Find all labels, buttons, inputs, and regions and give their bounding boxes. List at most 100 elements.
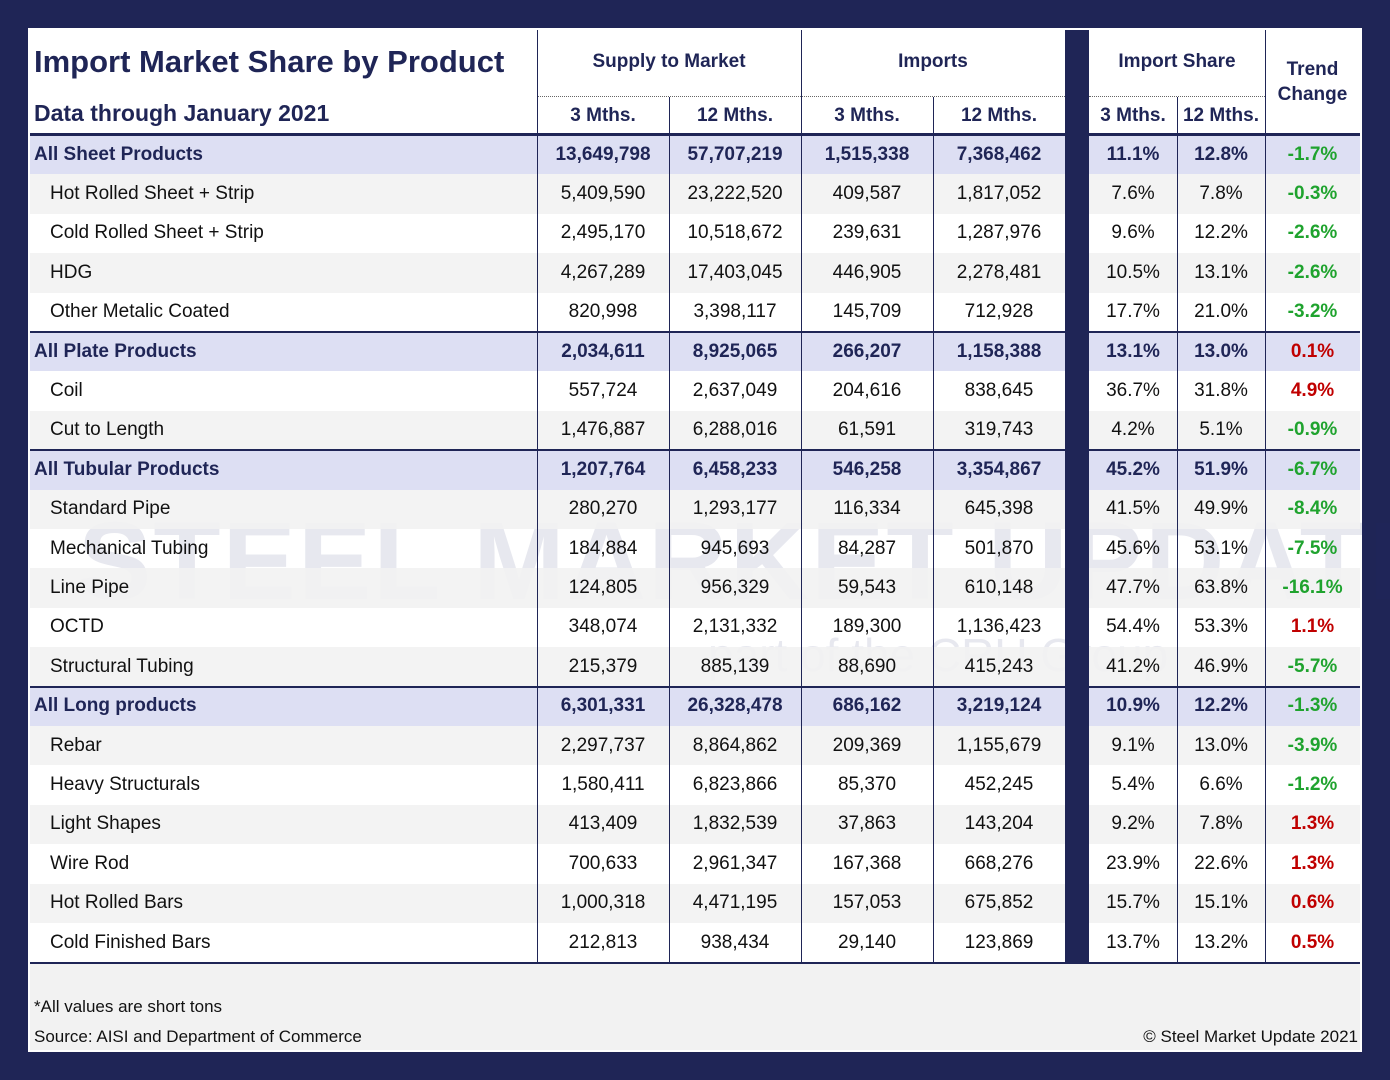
- cell: 1,476,887: [560, 419, 646, 441]
- cell: 885,139: [700, 655, 770, 677]
- cell: 116,334: [833, 498, 901, 520]
- cell: 2,637,049: [692, 380, 778, 402]
- cell: -0.3%: [1287, 183, 1338, 205]
- panel: STEEL MARKET UPDATE part of the CRU Grou…: [28, 28, 1390, 1052]
- cell: 9.2%: [1111, 813, 1155, 835]
- cell: 13.1%: [1106, 340, 1160, 362]
- cell: -2.6%: [1287, 222, 1338, 244]
- cell: 945,693: [700, 537, 770, 559]
- cell: 9.1%: [1111, 734, 1155, 756]
- row-bg: [30, 883, 1065, 923]
- row-bg: [1089, 647, 1360, 687]
- row-bg: [30, 726, 1065, 766]
- cell: 8,864,862: [692, 734, 778, 756]
- row-label: Other Metalic Coated: [50, 301, 230, 323]
- cell: -1.3%: [1287, 695, 1338, 717]
- gap-column: [1065, 30, 1089, 963]
- row-bg: [30, 410, 1065, 451]
- cell: 280,270: [568, 498, 638, 520]
- group-divider: [30, 331, 1360, 333]
- footer-note: *All values are short tons: [34, 997, 223, 1016]
- cell: 6,301,331: [560, 695, 646, 717]
- row-bg: [1089, 489, 1360, 529]
- cell: 1,817,052: [956, 183, 1042, 205]
- cell: 6,823,866: [692, 774, 778, 796]
- cell: 686,162: [832, 695, 902, 717]
- cell: 84,287: [837, 537, 897, 559]
- cell: 53.1%: [1194, 537, 1248, 559]
- cell: -8.4%: [1287, 498, 1338, 520]
- cell: 59,543: [837, 577, 897, 599]
- cell: 15.1%: [1194, 892, 1248, 914]
- row-label: Coil: [50, 380, 83, 402]
- cell: 8,925,065: [692, 340, 778, 362]
- cell: 1,580,411: [561, 774, 645, 796]
- row-label: Cold Finished Bars: [50, 931, 211, 953]
- cell: -0.9%: [1287, 419, 1338, 441]
- cell: 215,379: [568, 655, 638, 677]
- row-bg: [1089, 410, 1360, 451]
- column-group-header: Imports: [898, 50, 968, 72]
- cell: 12.2%: [1194, 222, 1248, 244]
- cell: 6.6%: [1199, 774, 1243, 796]
- column-divider: [669, 97, 670, 963]
- row-label: Rebar: [50, 734, 102, 756]
- cell: 204,616: [832, 380, 902, 402]
- cell: 0.5%: [1290, 931, 1335, 953]
- cell: 7.8%: [1199, 813, 1243, 835]
- cell: 10.9%: [1106, 695, 1160, 717]
- cell: 501,870: [964, 537, 1034, 559]
- cell: 13.2%: [1194, 931, 1248, 953]
- cell: -1.2%: [1287, 774, 1338, 796]
- row-bg: [1089, 174, 1360, 214]
- cell: 1,155,679: [956, 734, 1042, 756]
- cell: 11.1%: [1106, 143, 1160, 165]
- row-bg: [30, 489, 1065, 529]
- column-header: 3 Mths.: [1100, 105, 1166, 126]
- cell: 1,158,388: [956, 340, 1042, 362]
- column-header: 12 Mths.: [696, 105, 774, 126]
- cell: 546,258: [832, 458, 902, 480]
- cell: 45.6%: [1106, 537, 1160, 559]
- cell: 7.6%: [1111, 183, 1155, 205]
- cell: 10,518,672: [687, 222, 783, 244]
- cell: 266,207: [832, 340, 902, 362]
- column-group-header: Import Share: [1118, 50, 1236, 72]
- cell: 13.0%: [1194, 734, 1248, 756]
- cell: 61,591: [837, 419, 897, 441]
- cell: 88,690: [837, 655, 897, 677]
- cell: 838,645: [964, 380, 1034, 402]
- cell: 85,370: [837, 774, 897, 796]
- cell: 29,140: [837, 931, 897, 953]
- cell: 17.7%: [1106, 301, 1160, 323]
- cell: 17,403,045: [687, 261, 783, 283]
- cell: 2,297,737: [560, 734, 646, 756]
- cell: 7,368,462: [956, 143, 1042, 165]
- cell: 21.0%: [1194, 301, 1248, 323]
- cell: 13,649,798: [555, 143, 651, 165]
- cell: -3.2%: [1287, 301, 1338, 323]
- title: Import Market Share by Product: [34, 44, 505, 79]
- cell: 36.7%: [1106, 380, 1160, 402]
- cell: 712,928: [964, 301, 1034, 323]
- cell: 184,884: [568, 537, 638, 559]
- column-divider: [1265, 30, 1266, 963]
- row-label: All Long products: [34, 695, 197, 717]
- cell: 26,328,478: [687, 695, 783, 717]
- row-label: Structural Tubing: [50, 655, 194, 677]
- cell: 1,515,338: [824, 143, 910, 165]
- cell: 23,222,520: [687, 183, 783, 205]
- cell: 3,398,117: [693, 301, 777, 323]
- cell: 5,409,590: [560, 183, 646, 205]
- cell: -2.6%: [1287, 261, 1338, 283]
- row-bg: [1089, 883, 1360, 923]
- cell: 0.6%: [1290, 892, 1335, 914]
- cell: 1,287,976: [956, 222, 1042, 244]
- cell: 413,409: [568, 813, 638, 835]
- column-header: 12 Mths.: [960, 105, 1038, 126]
- cell: 157,053: [832, 892, 902, 914]
- cell: 9.6%: [1111, 222, 1155, 244]
- group-row-bg: [1089, 135, 1360, 175]
- cell: 938,434: [700, 931, 770, 953]
- row-label: All Tubular Products: [34, 458, 220, 480]
